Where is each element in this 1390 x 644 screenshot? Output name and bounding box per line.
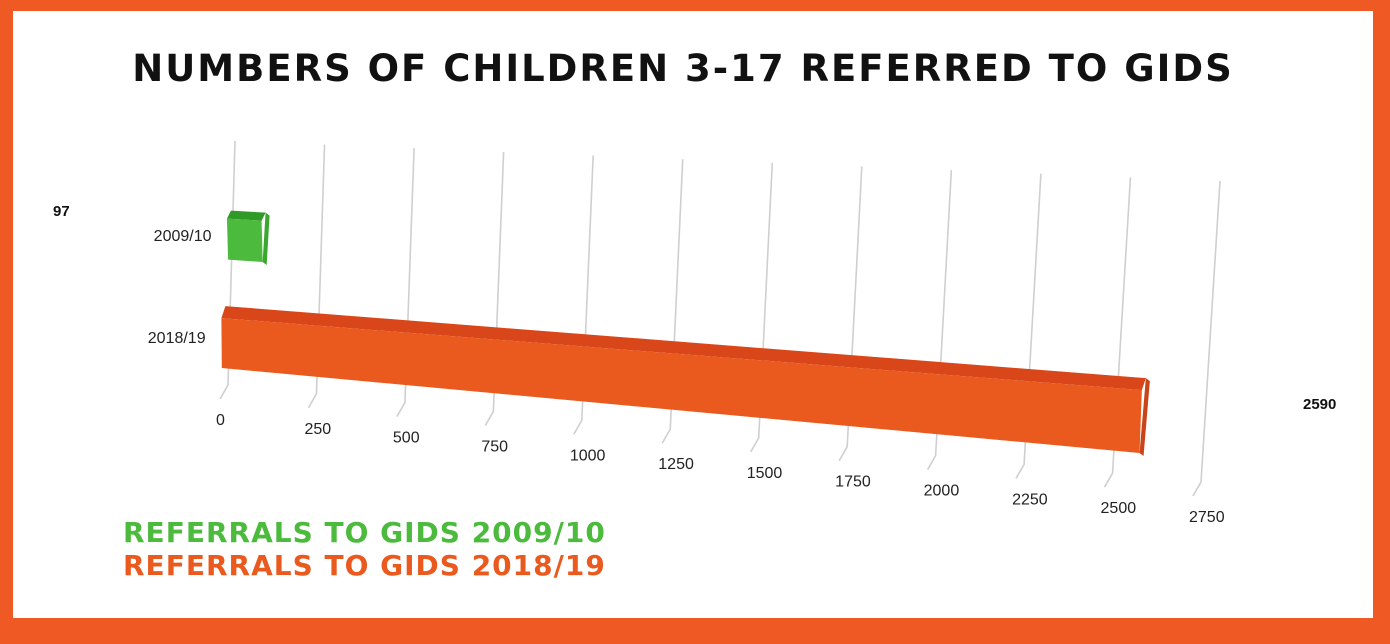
gridline (838, 166, 863, 462)
gridline (1192, 180, 1221, 497)
legend-item-2018-19: REFERRALS TO GIDS 2018/19 (123, 549, 606, 582)
bar-end-face (1139, 378, 1150, 456)
x-tick-label: 0 (216, 412, 225, 429)
x-tick-label: 1500 (747, 465, 783, 482)
gridline (926, 170, 953, 470)
category-label: 2018/19 (148, 330, 206, 347)
x-tick-label: 1250 (658, 456, 694, 473)
chart-title: NUMBERS OF CHILDREN 3-17 REFERRED TO GID… (132, 47, 1234, 90)
gridline (307, 144, 326, 409)
x-tick-label: 1000 (570, 447, 606, 464)
chart-svg: 0 250 500 750 1000 1250 1500 1750 2000 2250 2500 27… (53, 140, 1336, 526)
gridline (1015, 173, 1042, 479)
legend-item-2009-10: REFERRALS TO GIDS 2009/10 (123, 516, 606, 549)
grid-layer (219, 140, 1221, 497)
chart-frame: NUMBERS OF CHILDREN 3-17 REFERRED TO GID… (13, 11, 1373, 618)
gridline (750, 162, 774, 453)
gridline (661, 159, 684, 444)
gridline (396, 148, 415, 418)
bar-2009-10 (226, 218, 263, 263)
label-layer: 0 250 500 750 1000 1250 1500 1750 2000 2250 2500 27… (53, 203, 1336, 526)
x-tick-label: 1750 (835, 474, 871, 491)
bar-top-face (226, 210, 266, 221)
x-tick-label: 500 (393, 430, 420, 447)
data-label-2009-10: 97 (53, 203, 70, 220)
gridline (1103, 177, 1132, 488)
x-tick-label: 250 (304, 421, 331, 438)
category-label: 2009/10 (154, 228, 212, 245)
bar-end-face (262, 212, 270, 266)
x-tick-label: 2500 (1101, 500, 1137, 517)
x-tick-label: 750 (481, 438, 508, 455)
x-tick-label: 2000 (924, 483, 960, 500)
x-tick-label: 2750 (1189, 509, 1225, 526)
data-label-2018-19: 2590 (1303, 396, 1336, 413)
bar-top-face (221, 306, 1146, 391)
x-tick-label: 2250 (1012, 491, 1048, 508)
bar-layer (221, 210, 1150, 456)
gridline (573, 155, 594, 435)
bar-2018-19 (221, 318, 1142, 453)
gridline (484, 151, 505, 426)
